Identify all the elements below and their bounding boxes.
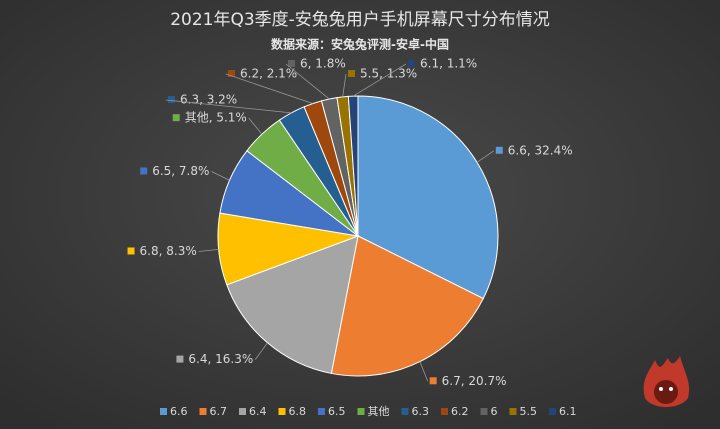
legend-label: 其他: [368, 405, 390, 418]
leader-line: [342, 73, 347, 97]
pie-slice: [347, 95, 359, 237]
legend-marker: [441, 408, 448, 415]
label-marker: [408, 60, 415, 67]
leader-line: [419, 361, 429, 382]
label-marker: [176, 355, 184, 363]
leader-line: [225, 73, 313, 104]
legend-marker: [509, 408, 517, 415]
data-label: 6.5, 7.8%: [152, 164, 209, 178]
legend-marker: [357, 408, 365, 415]
label-marker: [348, 70, 355, 77]
data-label: 6.6, 32.4%: [508, 143, 573, 157]
legend-label: 6.3: [412, 405, 430, 418]
legend-marker: [480, 408, 488, 415]
data-label: 6.4, 16.3%: [188, 352, 253, 366]
leader-line: [254, 342, 268, 360]
leader-line: [476, 150, 495, 163]
label-marker: [168, 96, 175, 103]
legend-label: 6.2: [451, 405, 469, 418]
legend-marker: [239, 408, 246, 415]
label-marker: [429, 377, 437, 385]
legend-label: 6.4: [249, 405, 267, 418]
leader-line: [352, 63, 407, 97]
chart-title: 2021年Q3季度-安兔兔用户手机屏幕尺寸分布情况: [170, 10, 550, 30]
label-marker: [288, 60, 295, 67]
legend-label: 6.7: [210, 405, 228, 418]
legend-marker: [401, 408, 409, 415]
data-label: 6, 1.8%: [300, 57, 346, 71]
label-marker: [140, 167, 148, 175]
legend-marker: [278, 408, 286, 415]
chart-subtitle: 数据来源：安兔兔评测-安卓-中国: [271, 37, 449, 52]
legend-label: 6.8: [289, 405, 307, 418]
legend-marker: [549, 408, 556, 415]
data-label: 6.8, 8.3%: [140, 244, 197, 258]
legend-label: 6: [491, 405, 498, 418]
leader-line: [285, 63, 330, 100]
legend-label: 5.5: [520, 405, 538, 418]
data-label: 5.5, 1.3%: [360, 67, 417, 81]
data-label: 其他, 5.1%: [185, 111, 247, 125]
leader-line: [198, 248, 219, 252]
data-label: 6.1, 1.1%: [420, 57, 477, 71]
data-label: 6.2, 2.1%: [240, 67, 297, 81]
pie-slice: [357, 95, 499, 300]
data-label: 6.7, 20.7%: [442, 374, 507, 388]
legend-label: 6.5: [328, 405, 346, 418]
leader-line: [165, 99, 292, 114]
leader-line: [248, 117, 263, 135]
pie-slice: [330, 235, 484, 377]
leader-line: [211, 171, 230, 181]
label-marker: [495, 146, 503, 154]
label-marker: [172, 114, 180, 122]
logo: [643, 356, 690, 407]
legend-marker: [318, 408, 325, 415]
label-marker: [127, 247, 135, 255]
pie-slice: [226, 235, 359, 375]
label-marker: [228, 70, 235, 77]
legend-label: 6.6: [170, 405, 188, 418]
legend-marker: [199, 408, 207, 415]
legend-label: 6.1: [559, 405, 577, 418]
legend-marker: [160, 408, 167, 415]
